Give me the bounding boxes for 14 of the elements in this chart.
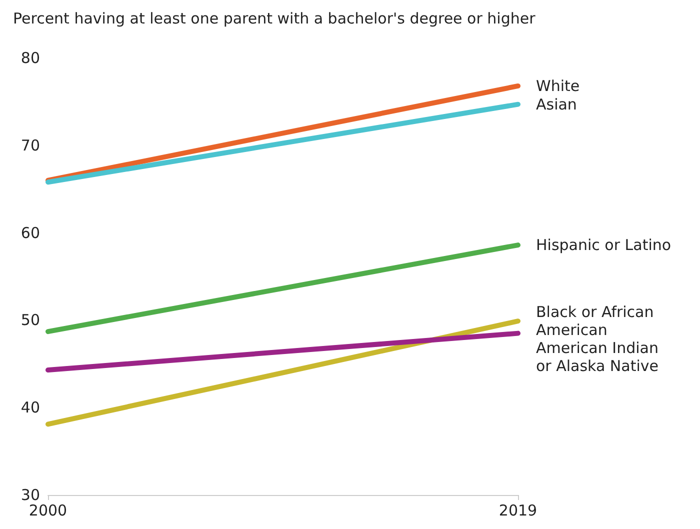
x-tick-label: 2000 (28, 502, 68, 520)
y-tick-label: 40 (20, 398, 40, 417)
series-label: Hispanic or Latino (536, 236, 672, 254)
y-tick-label: 50 (20, 311, 40, 330)
series-label: White (536, 76, 580, 95)
x-tick-label: 2019 (498, 502, 538, 520)
chart-title: Percent having at least one parent with a bachelor's degree or higher (13, 10, 536, 28)
series-label: Asian (536, 95, 577, 114)
y-tick-label: 80 (20, 49, 40, 67)
series-label: Black or African American (536, 303, 659, 340)
y-tick-label: 60 (20, 224, 40, 242)
y-tick-label: 70 (20, 136, 40, 154)
series-label: American Indian or Alaska Native (536, 339, 664, 376)
y-tick-label: 30 (20, 486, 40, 504)
